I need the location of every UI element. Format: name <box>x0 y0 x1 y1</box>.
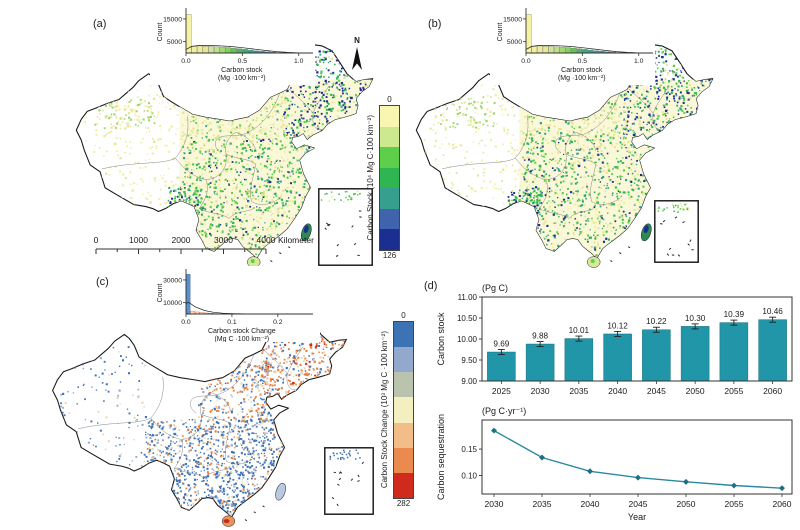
island-mark <box>333 471 337 474</box>
island-mark <box>666 253 670 256</box>
colorbar-segment <box>380 106 399 127</box>
colorbar-segment <box>394 322 413 348</box>
island-mark <box>361 461 364 465</box>
north-arrow: N <box>352 36 362 70</box>
island-mark <box>338 477 342 481</box>
colorbar-stock-label: Carbon Stock (10⁴ Mg C·100 km⁻²) <box>366 115 375 241</box>
island-mark <box>327 224 330 227</box>
island-mark <box>357 474 360 478</box>
island-mark <box>691 249 694 251</box>
island-mark <box>357 254 360 257</box>
taiwan-island <box>275 482 286 501</box>
south-china-sea-inset-a <box>318 188 373 266</box>
colorbar-segment <box>380 147 399 168</box>
colorbar-stock-top-value: 0 <box>387 95 392 104</box>
island-mark <box>331 497 335 500</box>
island-mark <box>337 483 340 486</box>
island-mark <box>350 478 354 481</box>
data-point <box>731 482 737 489</box>
island-mark <box>351 225 354 228</box>
colorbar-segment <box>394 472 413 498</box>
province-borders <box>78 346 304 479</box>
island-mark <box>689 239 692 242</box>
china-map-carbon-stock-change <box>52 305 347 527</box>
bars <box>487 316 787 382</box>
colorbar-carbon-stock-change: Carbon Stock Change (10³ Mg C ·100 km⁻²)… <box>380 308 414 512</box>
island-mark <box>336 243 339 247</box>
south-china-sea-inset-b <box>654 200 699 263</box>
south-china-sea-inset-c <box>324 447 374 515</box>
inset-frame <box>318 188 373 266</box>
panel-b-label: (b) <box>428 18 442 30</box>
colorbar-carbon-stock: Carbon Stock (10⁴ Mg C·100 km⁻²) 0 126 <box>366 92 400 264</box>
colorbar-segment <box>380 208 399 230</box>
map-scalebar: 0 1000 2000 3000 4000 Kilometer <box>94 235 314 254</box>
island-mark <box>336 503 339 507</box>
island-mark <box>359 216 362 218</box>
line-chart-carbon-sequestration: (Pg C·yr⁻¹)Carbon sequestration 0.100.152… <box>436 406 793 522</box>
density-curve <box>525 45 648 54</box>
colorbar-segment <box>394 397 413 423</box>
island-mark <box>324 227 327 230</box>
panel-d-label: (d) <box>424 280 438 292</box>
histogram-bars <box>185 14 282 54</box>
island-mark <box>660 223 663 225</box>
island-mark <box>357 480 360 482</box>
bar-chart-carbon-stock-projection: (Pg C)Carbon stock9.009.5010.0010.5011.0… <box>436 283 793 396</box>
island-mark <box>358 210 362 212</box>
colorbar-stock-gradient <box>379 105 400 251</box>
colorbar-change-bottom-value: 282 <box>396 499 411 508</box>
island-mark <box>339 471 342 474</box>
colorbar-segment <box>394 447 413 473</box>
island-mark <box>353 242 357 246</box>
island-mark <box>671 254 675 256</box>
data-point <box>683 478 689 485</box>
data-point <box>587 468 593 475</box>
data-point <box>635 474 641 481</box>
island-mark <box>327 223 331 226</box>
province-borders <box>442 85 670 219</box>
island-mark <box>668 247 672 251</box>
island-mark <box>325 222 329 225</box>
inset-frame <box>654 200 699 263</box>
colorbar-stock-bottom-value: 126 <box>382 251 397 260</box>
island-mark <box>677 254 681 257</box>
data-point <box>779 485 785 492</box>
colorbar-segment <box>380 188 399 209</box>
china-map-carbon-stock-a <box>75 44 374 268</box>
island-mark <box>682 221 685 224</box>
colorbar-segment <box>380 167 399 189</box>
province-borders <box>102 85 330 219</box>
island-mark <box>662 219 666 223</box>
taiwan-island <box>640 223 652 242</box>
panel-c-label: (c) <box>96 276 109 288</box>
colorbar-segment <box>380 229 399 251</box>
colorbar-segment <box>394 347 413 373</box>
inset-frame <box>324 447 374 515</box>
island-mark <box>674 216 678 219</box>
colorbar-change-label: Carbon Stock Change (10³ Mg C ·100 km⁻²) <box>380 331 389 489</box>
island-mark <box>687 243 690 246</box>
north-arrow-glyph <box>352 47 362 70</box>
density-curve <box>185 45 308 54</box>
island-mark <box>335 255 339 257</box>
colorbar-change-gradient <box>393 321 414 499</box>
data-point <box>539 454 545 461</box>
colorbar-segment <box>394 372 413 398</box>
data-point <box>491 427 497 434</box>
taiwan-island <box>300 223 312 242</box>
colorbar-segment <box>394 422 413 448</box>
colorbar-change-top-value: 0 <box>401 311 406 320</box>
colorbar-segment <box>380 126 399 148</box>
panel-a-label: (a) <box>93 18 107 30</box>
